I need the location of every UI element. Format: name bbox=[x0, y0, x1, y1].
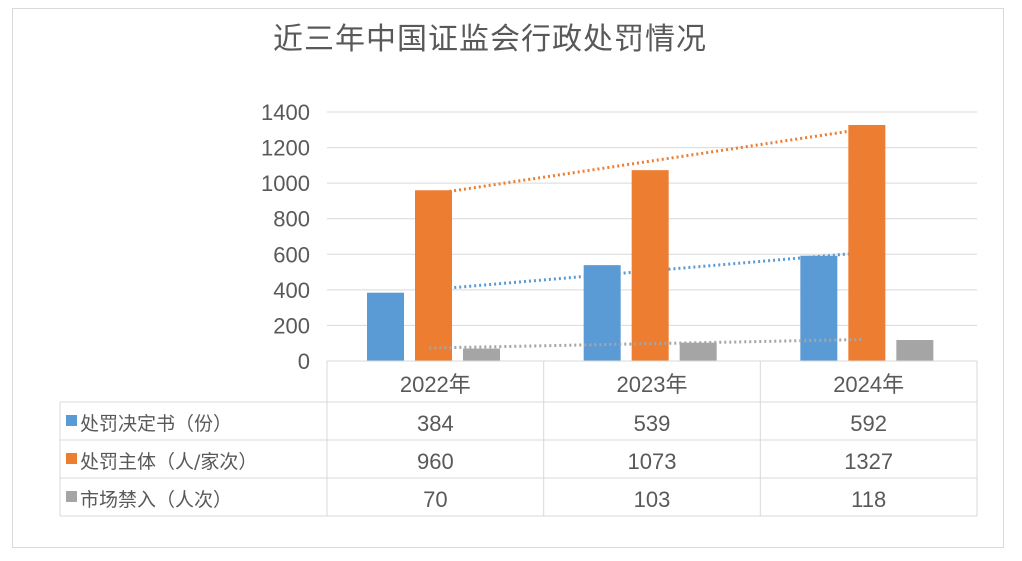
y-tick-label: 1200 bbox=[261, 136, 310, 161]
category-label: 2024年 bbox=[833, 372, 904, 397]
y-tick-label: 800 bbox=[273, 207, 310, 232]
bar-0-0 bbox=[367, 292, 404, 361]
category-label: 2022年 bbox=[400, 372, 471, 397]
table-value: 70 bbox=[423, 487, 447, 512]
chart-title: 近三年中国证监会行政处罚情况 bbox=[273, 22, 707, 57]
trendline-2 bbox=[429, 337, 863, 350]
table-value: 1073 bbox=[628, 449, 677, 474]
table-value: 960 bbox=[417, 449, 454, 474]
y-tick-label: 600 bbox=[273, 242, 310, 267]
table-value: 592 bbox=[850, 411, 887, 436]
legend-key-2 bbox=[66, 491, 77, 502]
legend-label: 处罚决定书（份） bbox=[80, 413, 232, 435]
bar-2-1 bbox=[679, 342, 717, 361]
bar-1-0 bbox=[415, 190, 452, 361]
chart-frame bbox=[12, 8, 1004, 548]
table-value: 103 bbox=[634, 487, 671, 512]
legend-label: 市场禁入（人次） bbox=[80, 489, 232, 511]
y-tick-label: 0 bbox=[298, 349, 310, 374]
table-value: 118 bbox=[851, 487, 886, 512]
legend-key-1 bbox=[66, 453, 77, 464]
table-value: 1327 bbox=[844, 449, 893, 474]
y-tick-label: 200 bbox=[273, 313, 310, 338]
bar-0-2 bbox=[800, 255, 838, 361]
bar-0-1 bbox=[583, 265, 621, 361]
bar-2-0 bbox=[463, 348, 500, 361]
bar-2-2 bbox=[896, 340, 934, 361]
y-tick-label: 400 bbox=[273, 278, 310, 303]
y-tick-label: 1000 bbox=[261, 171, 310, 196]
category-label: 2023年 bbox=[617, 372, 688, 397]
table-value: 384 bbox=[417, 411, 454, 436]
bar-1-2 bbox=[848, 124, 886, 361]
legend-label: 处罚主体（人/家次） bbox=[80, 451, 257, 473]
bar-1-1 bbox=[631, 170, 669, 361]
legend-key-0 bbox=[66, 415, 77, 426]
trendline-1 bbox=[429, 127, 863, 196]
y-tick-label: 1400 bbox=[261, 100, 310, 125]
table-value: 539 bbox=[634, 411, 671, 436]
